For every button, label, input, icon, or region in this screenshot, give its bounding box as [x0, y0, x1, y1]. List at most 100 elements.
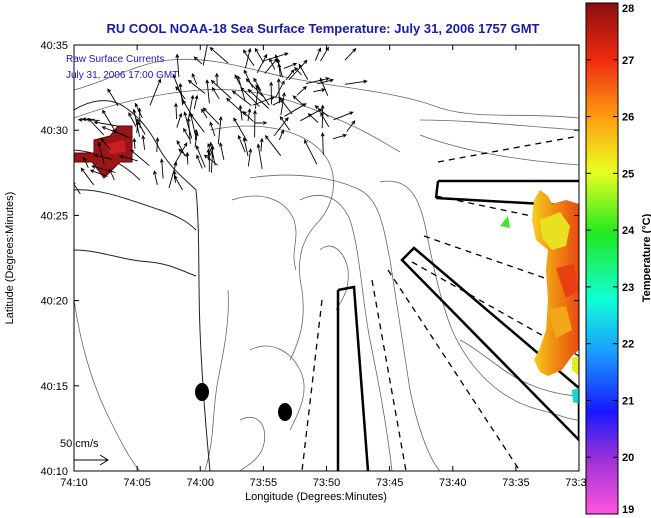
current-vector-arrow [242, 137, 249, 157]
current-vector-arrow [346, 120, 356, 132]
current-vector-arrow [269, 81, 274, 105]
current-vector-arrow [176, 112, 183, 128]
current-vector-arrow [256, 143, 263, 169]
current-vector-arrow [253, 109, 257, 138]
x-tick-label: 74:10 [60, 477, 88, 489]
current-vector-arrow [196, 154, 203, 169]
x-tick-label: 73:40 [439, 477, 467, 489]
current-vector-arrow [87, 117, 105, 136]
current-vector-arrow [294, 66, 302, 76]
current-vector-arrow [205, 79, 210, 104]
current-vector-arrow [214, 72, 219, 87]
current-vector-arrow [231, 90, 252, 106]
current-vector-arrow [80, 167, 94, 186]
current-vector-arrow [332, 133, 348, 140]
y-axis-label: Latitude (Degrees:Minutes) [4, 192, 16, 325]
current-vector-arrow [194, 128, 199, 141]
x-tick-label: 74:05 [123, 477, 151, 489]
colorbar-tick-label: 25 [622, 168, 634, 180]
current-vector-arrow [211, 86, 220, 100]
current-vector-arrow [317, 78, 335, 85]
y-axis: 40:35 40:30 40:25 40:20 40:15 40:10 [40, 40, 579, 478]
current-vector-arrow [195, 145, 206, 168]
current-vector-arrow [217, 115, 223, 145]
current-vector-arrow [237, 134, 246, 153]
current-vector-arrow [174, 102, 178, 120]
current-vector-arrow [247, 108, 252, 121]
current-vector-arrow [292, 95, 304, 106]
current-vector-arrow [254, 120, 268, 125]
current-vector-arrow [279, 115, 291, 131]
current-vector-arrow [191, 72, 198, 85]
current-vector-arrow [253, 77, 262, 91]
scale-arrow [74, 454, 109, 466]
colorbar-ticks: 28 27 26 25 24 23 22 21 20 19 [586, 2, 635, 516]
current-vector-arrow [233, 117, 248, 142]
colorbar-tick-label: 26 [622, 112, 634, 124]
annotation-line1: Raw Surface Currents [66, 54, 164, 65]
y-tick-label: 40:10 [40, 466, 68, 478]
current-vector-arrow [132, 137, 137, 149]
current-vector-arrow [263, 52, 289, 62]
current-vector-arrow [101, 126, 123, 136]
colorbar-tick-label: 24 [622, 225, 635, 237]
current-vector-arrow [128, 112, 137, 128]
current-vector-arrow [277, 62, 282, 78]
current-vector-arrow [134, 102, 143, 119]
colorbar-tick-label: 20 [622, 452, 634, 464]
current-vector-arrow [172, 73, 184, 101]
current-vector-arrow [244, 47, 252, 69]
current-vector-arrow [219, 142, 225, 160]
current-vector-arrow [186, 117, 191, 144]
current-vector-arrow [247, 88, 270, 109]
y-tick-label: 40:30 [40, 125, 68, 137]
current-vector-arrow [276, 58, 283, 78]
colorbar-tick-label: 27 [622, 55, 634, 67]
current-vector-arrow [254, 47, 265, 63]
current-vector-arrow [93, 153, 112, 160]
current-vector-arrow [283, 62, 298, 69]
current-vector-arrow [210, 79, 232, 99]
current-vector-arrow [344, 47, 357, 61]
current-vector-arrow [188, 94, 195, 118]
current-vector-arrow [285, 68, 295, 81]
current-vector-arrow [280, 91, 286, 115]
x-tick-label: 73:45 [376, 477, 404, 489]
current-vector-arrow [264, 58, 278, 74]
current-vector-arrow [242, 49, 255, 66]
current-vector-arrow [93, 120, 119, 127]
current-vector-arrow [209, 47, 229, 64]
annotation-line2: July 31, 2006 17:00 GMT [66, 70, 178, 81]
current-vector-arrow [97, 141, 105, 165]
current-vector-arrow [175, 53, 180, 78]
current-vector-arrow [344, 79, 368, 85]
current-vector-arrow [273, 116, 289, 137]
current-vector-arrow [320, 112, 330, 128]
bathymetry-contours [74, 58, 579, 471]
current-vector-arrow [201, 108, 208, 119]
current-vector-arrow [118, 154, 139, 162]
x-axis-label: Longitude (Degrees:Minutes) [245, 491, 387, 503]
y-tick-label: 40:25 [40, 210, 68, 222]
warm-water-patch [74, 125, 133, 179]
shipping-lanes [336, 179, 579, 471]
colorbar-tick-label: 23 [622, 282, 634, 294]
current-vector-arrow [193, 94, 199, 109]
current-vector-arrow [288, 59, 308, 81]
current-vector-arrow [259, 137, 264, 152]
current-vector-arrow [183, 111, 193, 139]
current-vector-arrow [275, 80, 285, 99]
current-vector-arrow [256, 53, 268, 74]
current-vector-arrow [149, 78, 162, 106]
current-vector-arrow [300, 108, 323, 122]
colorbar: 28 27 26 25 24 23 22 21 20 19 Temperature (°C) [585, 2, 651, 516]
current-vector-arrow [193, 56, 203, 65]
current-vector-arrow [209, 121, 216, 137]
current-vector-arrow [313, 88, 326, 93]
buoy-marker [195, 383, 209, 401]
scale-label: 50 cm/s [60, 438, 99, 450]
current-vector-arrow [234, 74, 241, 85]
current-vector-arrow [185, 151, 190, 165]
current-vector-arrow [314, 47, 322, 61]
